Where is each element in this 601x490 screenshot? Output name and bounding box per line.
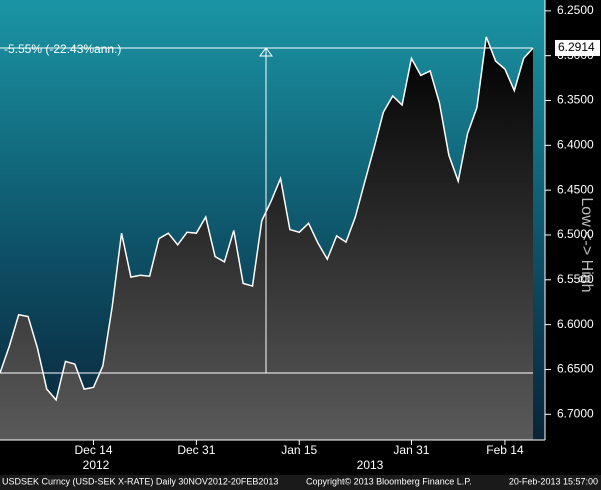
x-tick-label: Dec 14: [74, 443, 112, 457]
y-tick-label: 6.3500: [557, 93, 594, 107]
x-tick-label: Jan 31: [393, 443, 429, 457]
x-tick-label: Feb 14: [486, 443, 524, 457]
y-tick-label: 6.6500: [557, 362, 594, 376]
x-tick-label: Jan 15: [281, 443, 317, 457]
y-tick-label: 6.6000: [557, 317, 594, 331]
y-tick-label: 6.4000: [557, 137, 594, 151]
y-tick-label: 6.5000: [557, 227, 594, 241]
annotation: -5.55% (-22.43%ann.): [4, 42, 121, 56]
y-tick-label: 6.2500: [557, 3, 594, 17]
y-tick-label: 6.4500: [557, 182, 594, 196]
footer-text: 20-Feb-2013 15:57:00: [509, 476, 598, 486]
last-price: 6.2914: [558, 40, 595, 54]
last-price-box: [555, 39, 600, 56]
arrow-head: [259, 47, 273, 57]
year-label: 2013: [357, 458, 384, 472]
y-tick-label: 6.5500: [557, 272, 594, 286]
x-tick-label: Dec 31: [177, 443, 215, 457]
y-tick-label: 6.7000: [557, 406, 594, 420]
axis-note: Low <-> High: [578, 197, 595, 292]
footer-text: Copyright© 2013 Bloomberg Finance L.P.: [306, 476, 472, 486]
footer-bar: [0, 475, 601, 490]
year-label: 2012: [83, 458, 110, 472]
footer-text: USDSEK Curncy (USD-SEK X-RATE) Daily 30N…: [2, 476, 278, 486]
